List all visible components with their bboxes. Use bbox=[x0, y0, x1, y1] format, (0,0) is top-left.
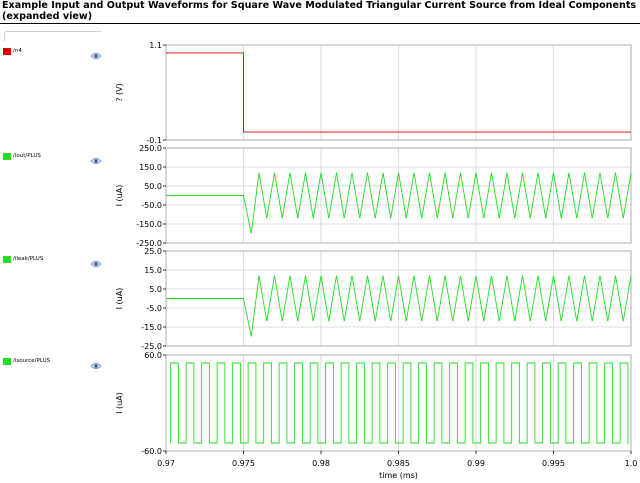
trace-name: /ileak/PLUS bbox=[13, 256, 44, 262]
trace-color-swatch bbox=[3, 153, 11, 160]
x-tick-label: 0.97 bbox=[157, 459, 175, 468]
y-tick-label: -0.1 bbox=[146, 136, 162, 145]
eye-icon[interactable] bbox=[90, 254, 102, 267]
y-tick-label: 15.0 bbox=[144, 266, 162, 275]
y-axis-label: I (uA) bbox=[115, 185, 124, 207]
x-tick-label: 1.0 bbox=[625, 459, 638, 468]
title-divider bbox=[0, 23, 640, 24]
x-tick-label: 0.985 bbox=[387, 459, 410, 468]
y-tick-label: 60.0 bbox=[144, 351, 162, 360]
x-axis-label: time (ms) bbox=[379, 471, 418, 480]
y-tick-label: 5.0 bbox=[149, 285, 162, 294]
page-title: Example Input and Output Waveforms for S… bbox=[2, 0, 637, 22]
y-tick-label: -60.0 bbox=[141, 447, 162, 456]
y-tick-label: 1.1 bbox=[149, 41, 162, 50]
y-tick-label: 50.0 bbox=[144, 182, 162, 191]
y-tick-label: 150.0 bbox=[139, 163, 162, 172]
waveform-trace[interactable] bbox=[166, 52, 631, 133]
trace-name: /n4 bbox=[13, 48, 22, 54]
trace-row[interactable]: /iout/PLUS bbox=[0, 150, 110, 166]
y-tick-label: -25.0 bbox=[141, 342, 162, 351]
eye-icon[interactable] bbox=[90, 151, 102, 164]
x-tick-label: 0.975 bbox=[232, 459, 255, 468]
trace-color-swatch bbox=[3, 358, 11, 365]
eye-icon[interactable] bbox=[90, 356, 102, 369]
trace-list-header bbox=[4, 31, 101, 41]
plot-frame bbox=[165, 44, 632, 141]
y-tick-label: -15.0 bbox=[141, 323, 162, 332]
waveform-trace[interactable] bbox=[166, 172, 632, 234]
y-axis-label: I (uA) bbox=[115, 392, 124, 414]
trace-row[interactable]: /n4 bbox=[0, 45, 110, 61]
trace-name: /isource/PLUS bbox=[13, 358, 51, 364]
trace-color-swatch bbox=[3, 48, 11, 55]
y-axis-label: ? (V) bbox=[115, 83, 124, 102]
eye-icon[interactable] bbox=[90, 46, 102, 59]
y-tick-label: -250.0 bbox=[136, 239, 162, 248]
x-tick-label: 0.99 bbox=[467, 459, 485, 468]
x-tick-label: 0.98 bbox=[312, 459, 330, 468]
x-tick-label: 0.995 bbox=[542, 459, 565, 468]
y-tick-label: 25.0 bbox=[144, 247, 162, 256]
trace-name: /iout/PLUS bbox=[13, 153, 41, 159]
trace-row[interactable]: /isource/PLUS bbox=[0, 355, 110, 371]
trace-color-swatch bbox=[3, 256, 11, 263]
y-tick-label: -150.0 bbox=[136, 220, 162, 229]
y-tick-label: -50.0 bbox=[141, 201, 162, 210]
y-tick-label: -5.0 bbox=[146, 304, 162, 313]
y-tick-label: 250.0 bbox=[139, 144, 162, 153]
y-axis-label: I (uA) bbox=[115, 288, 124, 310]
trace-row[interactable]: /ileak/PLUS bbox=[0, 253, 110, 269]
waveform-trace[interactable] bbox=[166, 275, 632, 337]
waveform-trace[interactable] bbox=[170, 362, 629, 444]
